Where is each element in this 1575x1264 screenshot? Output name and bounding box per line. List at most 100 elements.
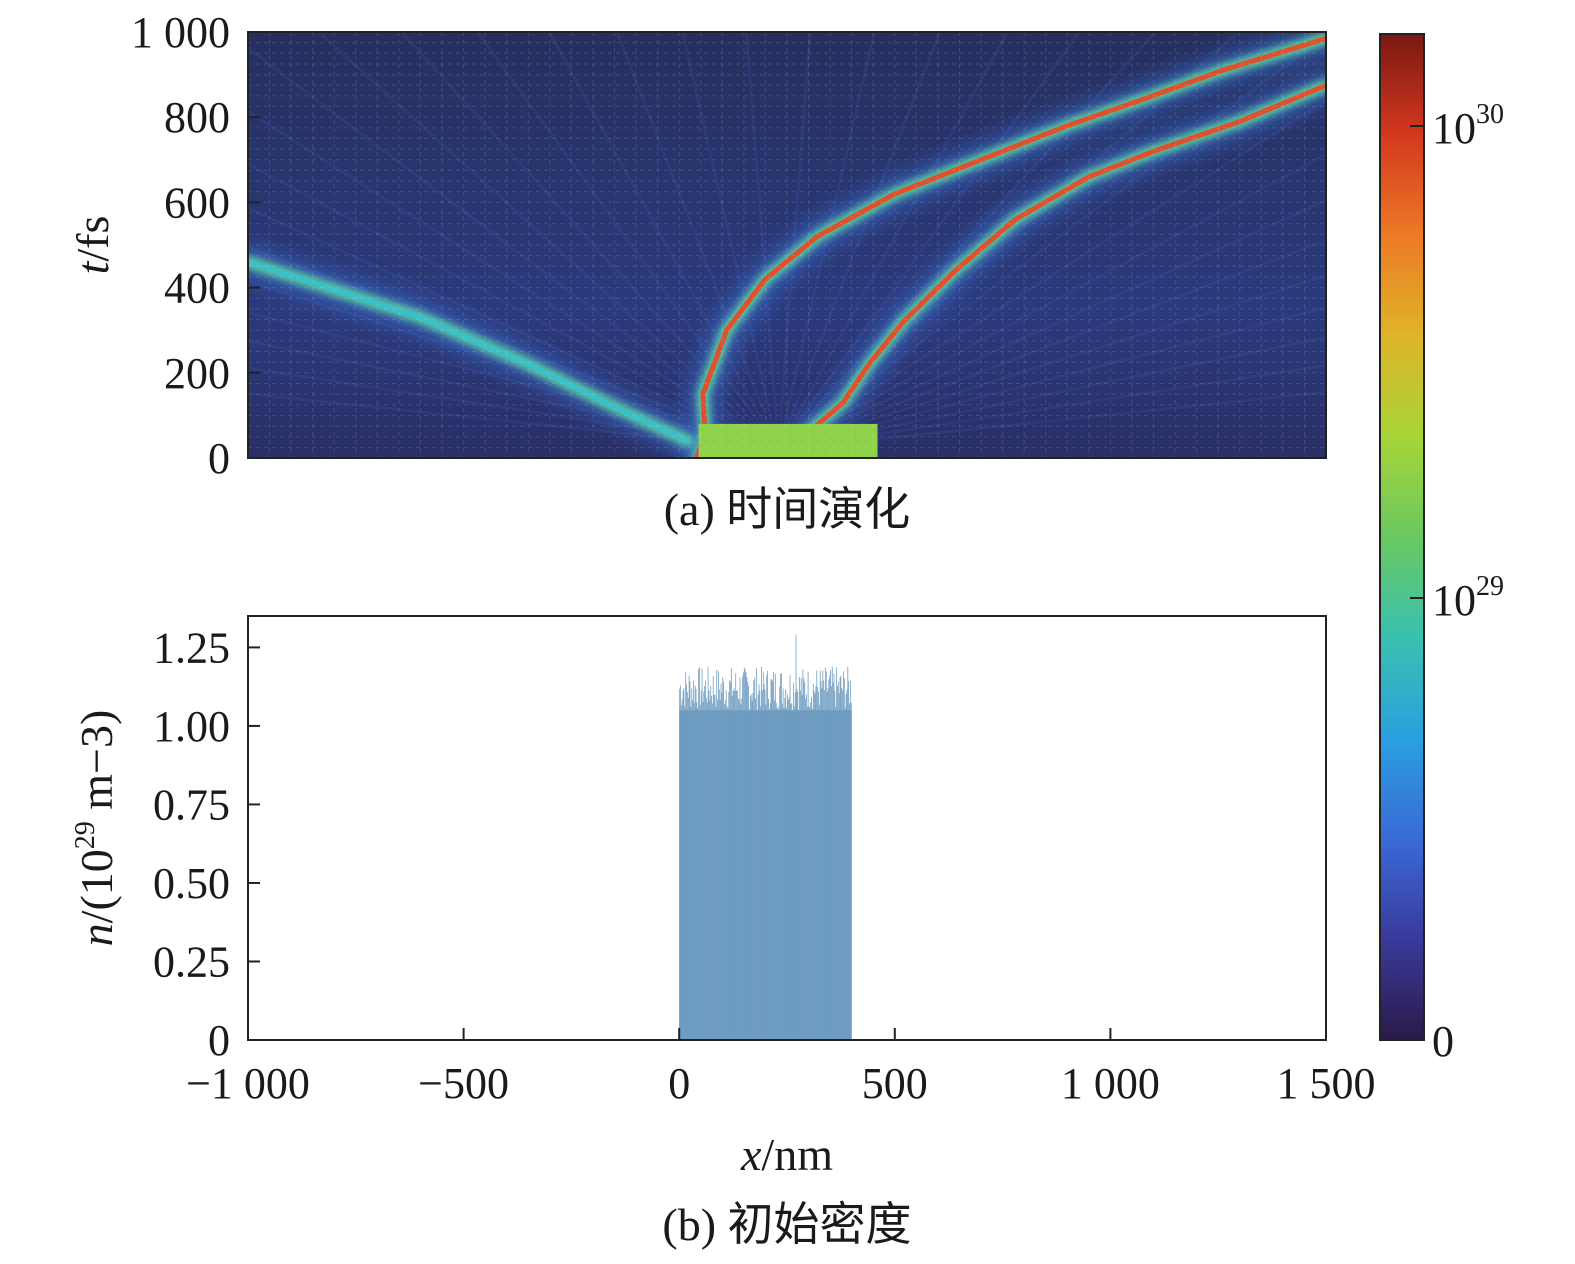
density-bar xyxy=(703,691,705,1040)
colorbar-label-1e29: 1029 xyxy=(1432,571,1504,625)
density-bar xyxy=(699,704,701,1040)
density-bar xyxy=(795,634,797,1040)
ray-line xyxy=(778,390,1326,451)
y-tick-label: 0.25 xyxy=(153,937,230,986)
ray-line xyxy=(475,32,780,451)
density-bar xyxy=(805,694,807,1040)
x-tick-label: 0 xyxy=(668,1059,690,1108)
density-bar xyxy=(787,700,789,1040)
density-bar xyxy=(812,683,814,1040)
density-bar xyxy=(708,690,710,1040)
density-bar xyxy=(739,677,741,1040)
density-bar xyxy=(752,692,754,1040)
density-bar xyxy=(797,691,799,1040)
density-bar xyxy=(733,688,735,1040)
x-tick-label: 1 000 xyxy=(1061,1059,1160,1108)
density-bar xyxy=(692,699,693,1040)
ray-line xyxy=(248,392,779,451)
ray-line xyxy=(248,46,780,451)
colorbar-gradient xyxy=(1379,33,1425,1041)
density-bar xyxy=(714,694,716,1040)
density-bar xyxy=(847,666,849,1040)
density-bar xyxy=(749,695,751,1040)
density-bar xyxy=(712,676,714,1040)
density-bar xyxy=(744,669,746,1040)
panel-b-bar-chart: 0 0.25 0.50 0.75 1.00 1.25 −1 000 −500 0 500 1 00… xyxy=(70,615,1376,1250)
density-bar xyxy=(803,678,805,1040)
density-bar xyxy=(768,698,769,1040)
density-bar xyxy=(789,675,791,1040)
ray-line xyxy=(777,98,1326,451)
density-bar xyxy=(701,668,703,1040)
density-bar xyxy=(786,707,787,1040)
density-bar xyxy=(818,691,819,1040)
density-bar xyxy=(832,682,834,1040)
density-bar xyxy=(771,679,773,1040)
density-bar xyxy=(721,692,723,1040)
density-bar xyxy=(848,681,850,1040)
density-bar xyxy=(747,682,749,1040)
density-bar xyxy=(718,689,720,1040)
ray-line xyxy=(316,32,780,451)
density-bar xyxy=(778,709,780,1040)
x-tick-label: −1 000 xyxy=(186,1059,310,1108)
y-tick-label: 0.75 xyxy=(153,780,230,829)
density-bar xyxy=(694,685,696,1040)
density-bar xyxy=(700,690,702,1040)
density-bar xyxy=(693,680,694,1040)
bar-chart-y-axis-label: n/(1029 m−3) xyxy=(70,710,122,947)
density-bar xyxy=(829,675,831,1040)
density-bar xyxy=(822,670,824,1040)
density-bar xyxy=(761,690,763,1040)
ray-line xyxy=(778,335,1326,451)
density-bar xyxy=(731,695,733,1040)
density-bar xyxy=(804,682,806,1040)
density-bar xyxy=(750,694,752,1040)
caption-a: (a) 时间演化 xyxy=(664,484,911,535)
density-bar xyxy=(794,692,796,1040)
ray-line xyxy=(248,366,779,451)
density-bar xyxy=(819,670,821,1040)
density-bar xyxy=(709,700,711,1040)
density-bar xyxy=(834,690,836,1040)
density-bar xyxy=(773,671,775,1040)
density-bar xyxy=(722,676,724,1040)
density-bar xyxy=(831,666,833,1040)
density-bar xyxy=(816,670,818,1040)
density-bar xyxy=(693,703,695,1040)
density-bar xyxy=(810,702,812,1040)
density-bar xyxy=(725,690,727,1040)
y-tick-label: 1.00 xyxy=(153,702,230,751)
density-bar xyxy=(776,708,778,1040)
band-core-2 xyxy=(248,259,691,444)
y-tick-label: 0 xyxy=(208,434,230,483)
density-bar xyxy=(724,704,725,1040)
density-bar xyxy=(840,675,842,1040)
density-bar xyxy=(724,700,726,1040)
density-bar xyxy=(837,681,839,1040)
density-bar xyxy=(849,680,851,1040)
density-bar xyxy=(805,698,806,1040)
density-bar xyxy=(815,686,817,1040)
density-bar xyxy=(720,683,722,1040)
density-bar xyxy=(736,690,738,1040)
heatmap-frame xyxy=(247,31,1327,459)
density-bar xyxy=(791,702,793,1040)
colorbar-label-0: 0 xyxy=(1432,1017,1454,1066)
density-bar xyxy=(826,691,828,1040)
density-bar xyxy=(686,684,687,1040)
density-bar xyxy=(760,706,762,1040)
density-bar xyxy=(736,690,737,1040)
density-bar xyxy=(801,695,803,1040)
ray-line xyxy=(777,32,1081,451)
y-tick-label: 600 xyxy=(164,178,230,227)
density-bar xyxy=(758,684,760,1040)
y-tick-label: 400 xyxy=(164,264,230,313)
y-tick-label: 800 xyxy=(164,93,230,142)
ray-line xyxy=(776,32,876,450)
density-bar xyxy=(713,694,715,1040)
ray-line xyxy=(778,363,1326,451)
density-bar xyxy=(774,700,775,1040)
density-bar xyxy=(806,706,808,1040)
density-bar xyxy=(757,694,759,1040)
